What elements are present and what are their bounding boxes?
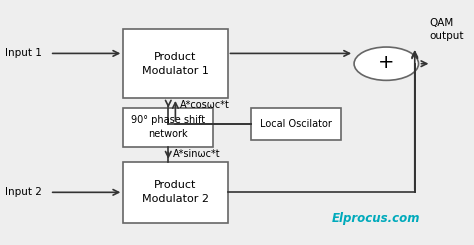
- Text: Elprocus.com: Elprocus.com: [332, 211, 420, 225]
- Text: A*cosωc*t: A*cosωc*t: [180, 100, 230, 110]
- Text: Product
Modulator 1: Product Modulator 1: [142, 52, 209, 76]
- Bar: [123, 108, 213, 147]
- Bar: [123, 162, 228, 223]
- Text: 90° phase shift
network: 90° phase shift network: [131, 115, 205, 139]
- Text: Input 2: Input 2: [5, 187, 42, 197]
- Text: Product
Modulator 2: Product Modulator 2: [142, 180, 209, 204]
- Text: +: +: [378, 53, 394, 72]
- Text: QAM
output: QAM output: [429, 18, 464, 41]
- Circle shape: [354, 47, 419, 80]
- Text: Local Oscilator: Local Oscilator: [260, 119, 332, 129]
- Text: Input 1: Input 1: [5, 49, 42, 58]
- Text: A*sinωc*t: A*sinωc*t: [173, 149, 220, 159]
- Bar: [123, 29, 228, 98]
- Bar: [251, 108, 341, 140]
